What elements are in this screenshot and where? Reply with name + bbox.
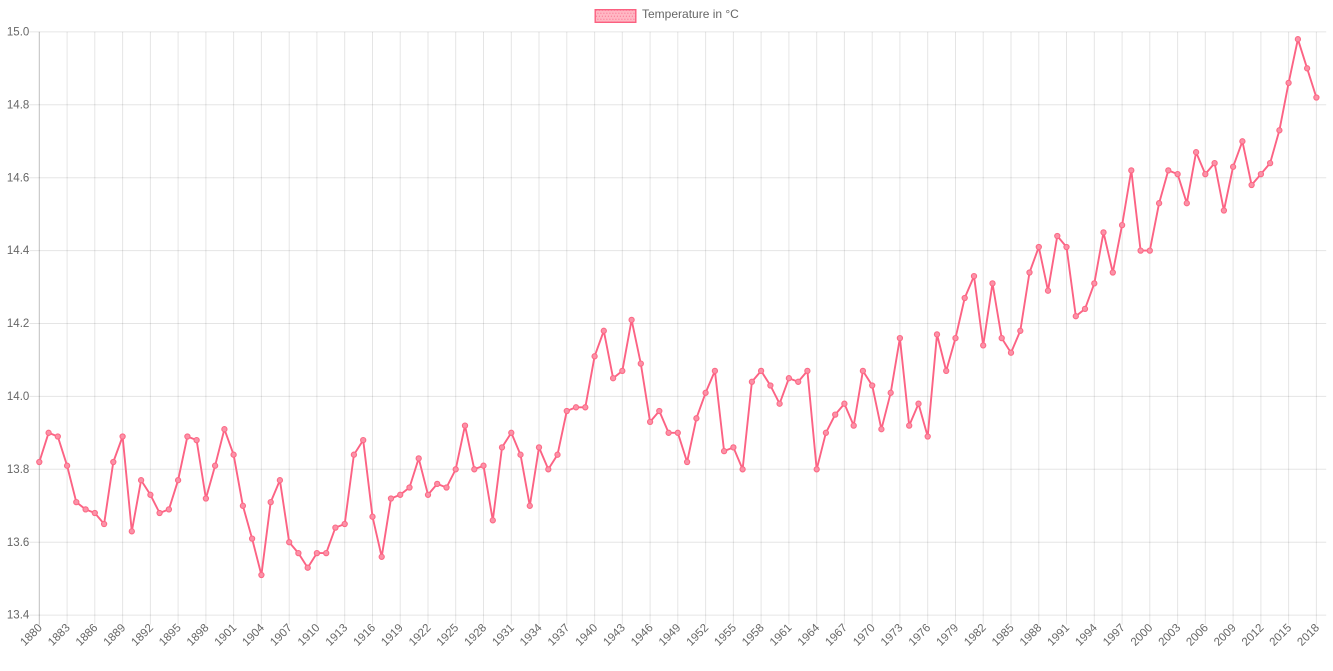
svg-text:14.8: 14.8 xyxy=(7,99,29,111)
svg-text:15.0: 15.0 xyxy=(7,27,29,39)
svg-text:14.4: 14.4 xyxy=(7,245,30,257)
svg-text:Temperature in °C: Temperature in °C xyxy=(642,7,739,21)
svg-text:13.8: 13.8 xyxy=(7,464,29,476)
svg-text:13.4: 13.4 xyxy=(7,610,30,622)
svg-text:14.6: 14.6 xyxy=(7,172,29,184)
svg-text:14.2: 14.2 xyxy=(7,318,29,330)
svg-text:14.0: 14.0 xyxy=(7,391,29,403)
svg-text:13.6: 13.6 xyxy=(7,537,29,549)
